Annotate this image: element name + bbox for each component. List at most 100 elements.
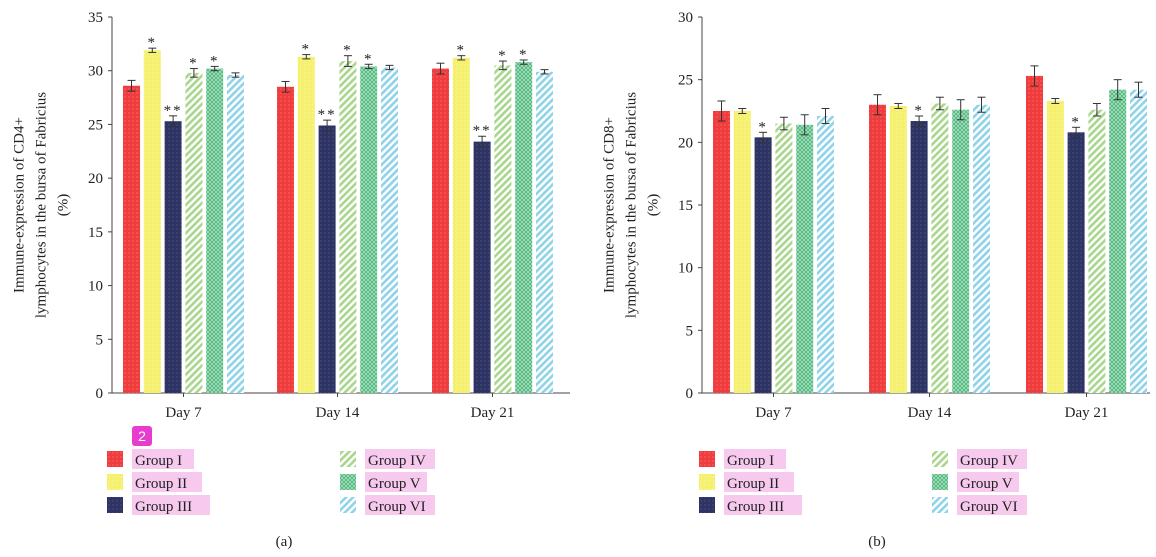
legend-item: Group V (932, 472, 1019, 492)
y-axis-label: (%) (55, 194, 71, 217)
bar (277, 86, 294, 393)
bar (754, 137, 772, 393)
bar (536, 71, 553, 393)
legend-swatch (699, 451, 715, 467)
legend-label-highlight (957, 449, 1027, 469)
significance-mark: * (1071, 114, 1081, 130)
legend-label-highlight (957, 495, 1027, 515)
bar (1067, 132, 1085, 393)
legend-label-highlight (724, 472, 794, 492)
bar (713, 111, 730, 393)
y-tick-label: 0 (686, 386, 694, 402)
significance-mark: * (498, 48, 508, 64)
legend-label-highlight (365, 495, 435, 515)
significance-mark: ** (473, 123, 492, 139)
legend-swatch (932, 497, 948, 513)
legend-swatch (699, 474, 715, 490)
legend-item: Group II (699, 472, 794, 492)
legend-item: Group VI (932, 495, 1027, 515)
x-tick-label: Day 7 (755, 405, 792, 421)
y-tick-label: 20 (678, 135, 693, 151)
legend-swatch (340, 474, 356, 490)
y-axis-label: Immune-expression of CD4+ (11, 117, 27, 293)
legend-label-highlight (957, 472, 1019, 492)
legend-item: Group I (107, 449, 194, 469)
bar (381, 67, 398, 394)
bar (775, 123, 793, 394)
y-tick-label: 30 (88, 64, 103, 80)
y-tick-label: 25 (88, 117, 103, 133)
significance-mark: * (302, 42, 312, 58)
bar (733, 111, 751, 393)
legend-label: Group IV (960, 453, 1018, 469)
panel-label: (a) (276, 534, 293, 550)
bar (817, 116, 834, 393)
x-tick-label: Day 14 (316, 405, 360, 421)
legend-item: Group I (699, 449, 786, 469)
bar (1088, 109, 1106, 393)
legend-label: Group II (135, 476, 187, 492)
legend-swatch (699, 497, 715, 513)
legend-swatch (932, 451, 948, 467)
y-tick-label: 10 (88, 279, 103, 295)
legend-label: Group III (135, 499, 192, 515)
bar (910, 121, 928, 393)
significance-mark: * (758, 119, 768, 135)
y-tick-label: 5 (96, 332, 104, 348)
legend-label-highlight (724, 495, 802, 515)
legend-label: Group IV (368, 453, 426, 469)
legend-swatch (340, 451, 356, 467)
bar (973, 104, 990, 393)
bar (473, 141, 491, 393)
legend-swatch (107, 497, 123, 513)
significance-mark: ** (164, 103, 183, 119)
bar (869, 104, 886, 393)
y-tick-label: 10 (678, 261, 693, 277)
significance-mark: * (519, 47, 529, 63)
bar (206, 68, 224, 394)
marker-badge[interactable]: 2 (132, 426, 152, 446)
x-tick-label: Day 21 (471, 405, 515, 421)
y-axis-label: Immune-expression of CD8+ (601, 117, 617, 293)
x-tick-label: Day 21 (1065, 405, 1109, 421)
panel-label: (b) (868, 534, 886, 550)
legend-label-highlight (132, 472, 202, 492)
legend-item: Group V (340, 472, 427, 492)
legend-swatch (340, 497, 356, 513)
significance-mark: * (210, 53, 220, 69)
legend-label: Group V (368, 476, 421, 492)
y-axis-label: lymphocytes in the bursa of Fabricius (33, 92, 49, 318)
bar (796, 124, 814, 393)
legend-swatch (107, 474, 123, 490)
y-axis-label: lymphocytes in the bursa of Fabricius (623, 92, 639, 318)
legend-label-highlight (365, 472, 427, 492)
significance-mark: * (189, 56, 199, 72)
significance-mark: * (343, 43, 353, 59)
legend-label: Group II (727, 476, 779, 492)
x-tick-label: Day 14 (908, 405, 952, 421)
x-tick-label: Day 7 (165, 405, 202, 421)
legend-label: Group I (727, 453, 774, 469)
bar (931, 103, 949, 393)
bar (1046, 100, 1064, 394)
legend-item: Group III (699, 495, 802, 515)
bar (318, 125, 336, 393)
bar (1026, 75, 1043, 393)
bar (889, 105, 907, 393)
significance-mark: * (148, 35, 158, 51)
legend-item: Group VI (340, 495, 435, 515)
legend-swatch (932, 474, 948, 490)
legend-item: Group IV (340, 449, 435, 469)
legend-label: Group III (727, 499, 784, 515)
legend-label: Group I (135, 453, 182, 469)
bar (452, 57, 470, 394)
legend-label: Group VI (960, 499, 1018, 515)
significance-mark: * (914, 103, 924, 119)
y-tick-label: 30 (678, 10, 693, 26)
bar (952, 109, 970, 393)
chart-panel-b: 0 5 10 15 20 25 30 Immune-expression of CD8+ lym… (601, 10, 1150, 550)
y-tick-label: 25 (678, 73, 693, 89)
bar (339, 61, 357, 393)
